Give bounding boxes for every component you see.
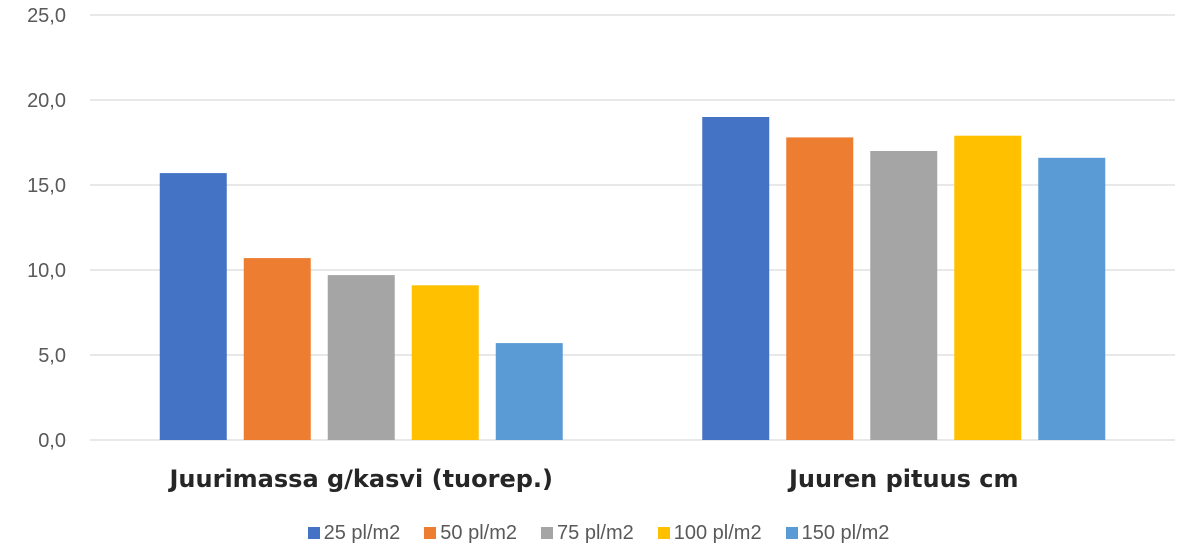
legend-item: 150 pl/m2 <box>785 521 890 545</box>
bar <box>495 343 563 440</box>
bar <box>870 151 938 440</box>
legend-item: 25 pl/m2 <box>307 521 401 545</box>
legend-swatch <box>424 527 437 539</box>
legend-swatch <box>657 527 670 539</box>
x-category-label: Juurimassa g/kasvi (tuorep.) <box>168 465 554 493</box>
legend-label: 75 pl/m2 <box>557 522 634 544</box>
bar <box>243 258 311 440</box>
legend-label: 100 pl/m2 <box>673 522 762 544</box>
legend-item: 100 pl/m2 <box>657 521 762 545</box>
legend-swatch <box>541 527 554 539</box>
legend-item: 50 pl/m2 <box>424 521 517 545</box>
y-tick-label: 5,0 <box>38 345 66 367</box>
legend-item: 75 pl/m2 <box>541 521 634 545</box>
y-tick-label: 20,0 <box>27 90 66 112</box>
bar <box>954 135 1022 440</box>
legend-label: 150 pl/m2 <box>801 522 890 544</box>
legend-label: 25 pl/m2 <box>323 522 401 544</box>
y-tick-label: 25,0 <box>27 5 66 27</box>
legend: 25 pl/m2 50 pl/m2 75 pl/m2 100 pl/m2 150 pl/… <box>0 521 1197 545</box>
legend-swatch <box>307 527 320 539</box>
bar <box>159 173 227 440</box>
bar <box>702 117 770 440</box>
bar <box>1038 157 1106 441</box>
bar <box>411 285 479 440</box>
bar <box>786 137 854 440</box>
legend-swatch <box>785 527 798 539</box>
y-tick-label: 0,0 <box>38 430 66 452</box>
y-tick-label: 10,0 <box>27 260 66 282</box>
x-category-label: Juuren pituus cm <box>787 465 1019 493</box>
y-tick-label: 15,0 <box>27 175 66 197</box>
legend-label: 50 pl/m2 <box>440 522 518 544</box>
bar <box>327 275 395 440</box>
